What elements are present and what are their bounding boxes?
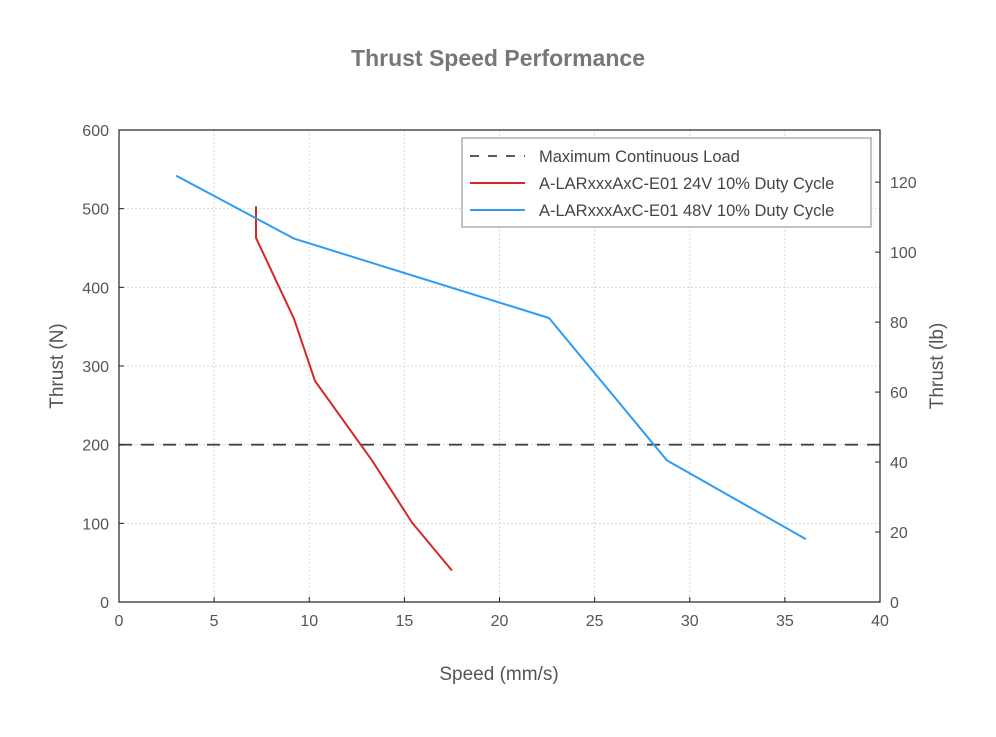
legend-label-max-load: Maximum Continuous Load [539, 148, 740, 166]
y-tick-label-600: 600 [82, 123, 109, 140]
y-tick-label-100: 100 [82, 516, 109, 533]
y-right-tick-label-40: 40 [890, 455, 908, 472]
legend-label-48v: A-LARxxxAxC-E01 48V 10% Duty Cycle [539, 202, 834, 220]
y-right-tick-label-60: 60 [890, 385, 908, 402]
series-line-48v [175, 174, 807, 540]
x-tick-label-30: 30 [681, 613, 699, 630]
series-layer [119, 174, 880, 572]
y-axis-right-label: Thrust (lb) [927, 323, 948, 410]
y-tick-label-300: 300 [82, 359, 109, 376]
x-axis-label: Speed (mm/s) [439, 664, 558, 685]
x-tick-label-35: 35 [776, 613, 794, 630]
y-tick-label-0: 0 [100, 595, 109, 612]
x-tick-label-10: 10 [300, 613, 318, 630]
y-right-tick-label-80: 80 [890, 315, 908, 332]
legend-box [461, 137, 872, 228]
legend-label-24v: A-LARxxxAxC-E01 24V 10% Duty Cycle [539, 175, 834, 193]
y-tick-label-400: 400 [82, 280, 109, 297]
x-tick-label-40: 40 [871, 613, 889, 630]
chart-title: Thrust Speed Performance [351, 45, 645, 71]
tick-layer: 0 5 10 15 20 25 30 35 40010020030040050060002040… [82, 123, 917, 630]
y-right-tick-label-0: 0 [890, 595, 899, 612]
x-tick-label-15: 15 [395, 613, 413, 630]
y-right-tick-label-20: 20 [890, 525, 908, 542]
series-line-24v [255, 206, 453, 572]
y-tick-label-200: 200 [82, 438, 109, 455]
y-right-tick-label-120: 120 [890, 175, 917, 192]
x-tick-label-5: 5 [210, 613, 219, 630]
x-tick-label-20: 20 [491, 613, 509, 630]
y-right-tick-label-100: 100 [890, 245, 917, 262]
legend: Maximum Continuous Load A-LARxxxAxC-E01 … [461, 137, 872, 228]
y-tick-label-500: 500 [82, 202, 109, 219]
y-axis-label: Thrust (N) [47, 323, 68, 409]
x-tick-label-0: 0 [115, 613, 124, 630]
x-tick-label-25: 25 [586, 613, 604, 630]
